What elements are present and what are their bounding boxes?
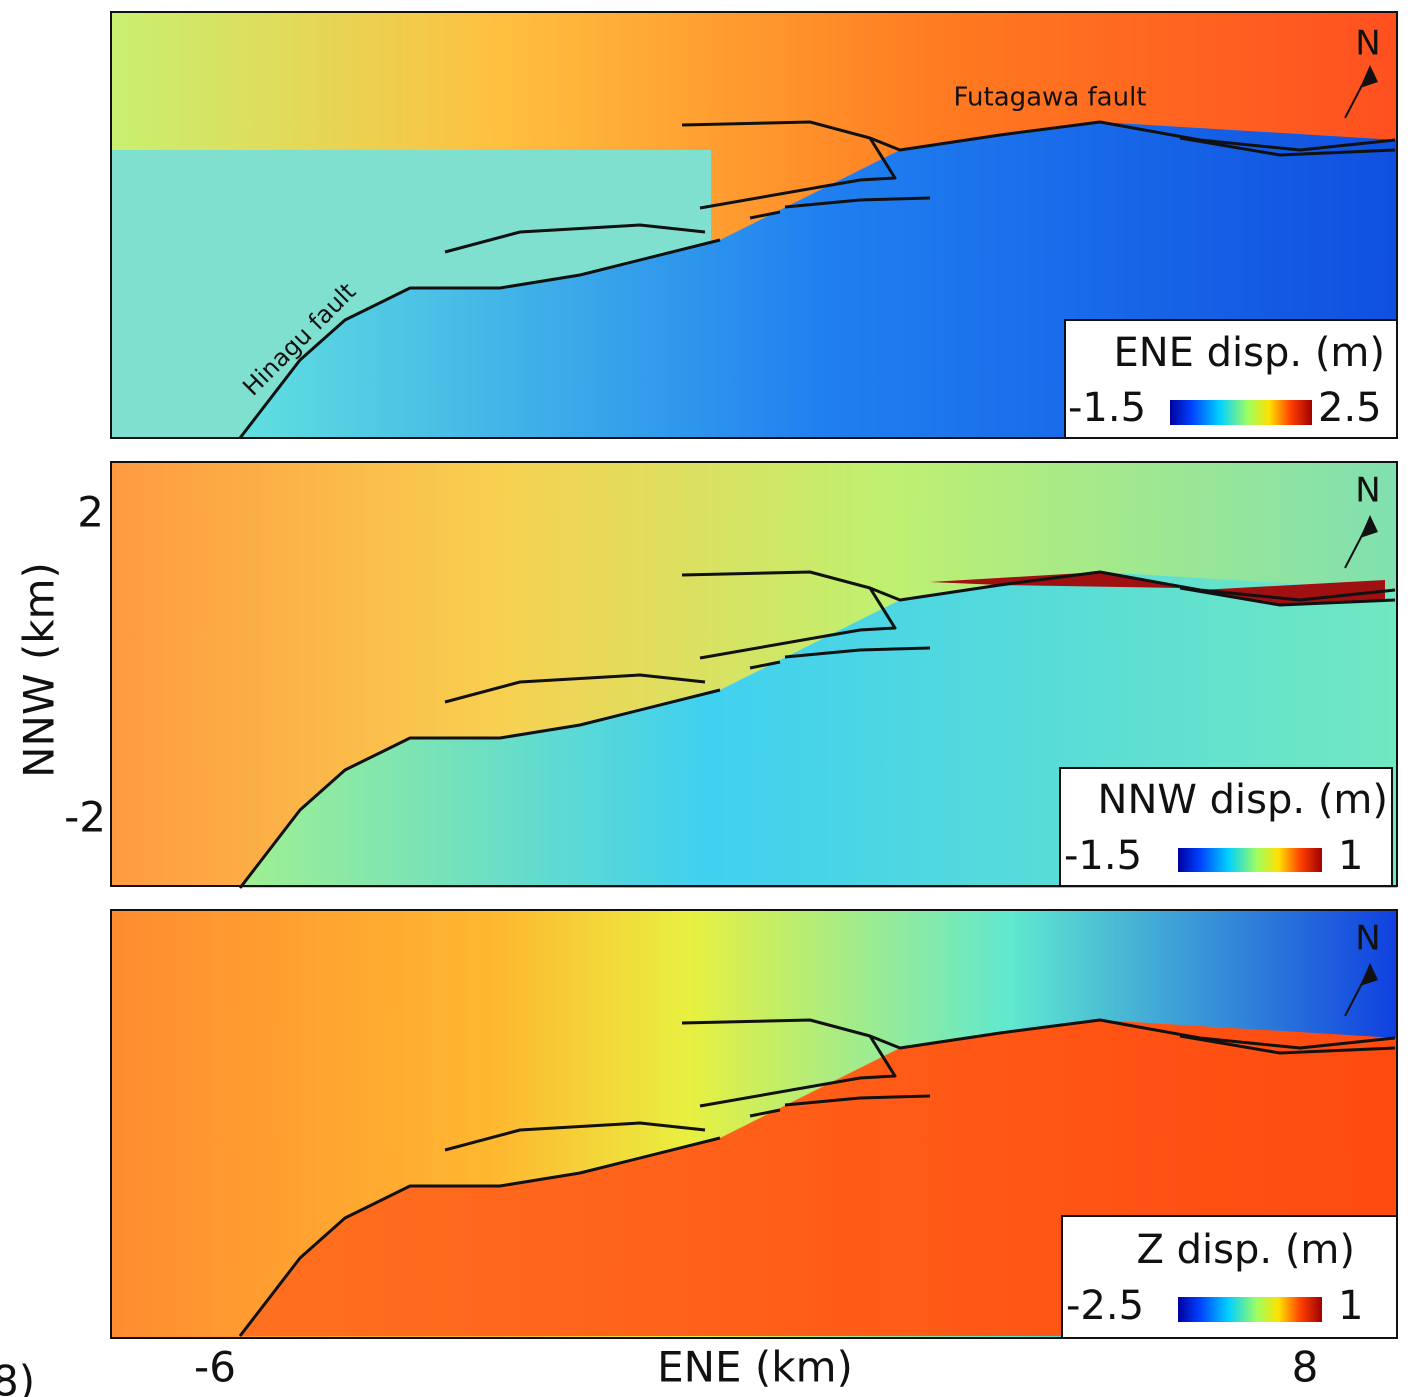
x-axis-label: ENE (km) [657,1343,853,1392]
colorbar-min: -2.5 [1066,1283,1144,1329]
panel-z: N Z disp. (m) -2.5 1 [110,909,1398,1339]
panel-ene: Futagawa fault Hinagu fault N ENE disp. … [110,11,1398,440]
colorbar-title: NNW disp. (m) [1098,777,1388,823]
colorbar-max: 1 [1338,1283,1363,1329]
panel-nnw: N NNW disp. (m) -1.5 1 [110,461,1398,890]
colorbar-max: 2.5 [1318,385,1382,431]
panel-tag: 8) [0,1357,35,1397]
x-tick-label: -6 [194,1343,236,1392]
colorbar-title: Z disp. (m) [1137,1227,1355,1273]
north-label: N [1355,919,1380,959]
colorbar-min: -1.5 [1068,385,1146,431]
y-tick-label: 2 [77,488,104,537]
fault-label: Futagawa fault [953,83,1146,113]
colorbar-title: ENE disp. (m) [1113,330,1385,376]
y-axis-label: NNW (km) [15,562,64,778]
north-label: N [1355,471,1380,511]
north-label: N [1355,24,1380,64]
colorbar-max: 1 [1338,833,1363,879]
x-tick-label: 8 [1292,1343,1319,1392]
colorbar-min: -1.5 [1064,833,1142,879]
y-tick-label: -2 [64,793,106,842]
